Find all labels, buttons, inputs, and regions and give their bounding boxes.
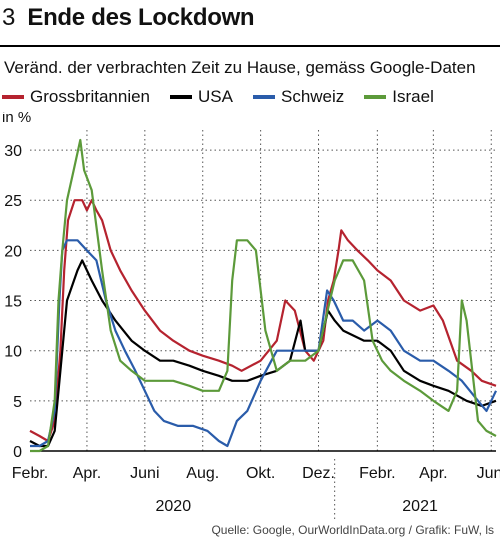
legend-item-schweiz: Schweiz [252, 87, 345, 107]
y-tick-label: 10 [4, 344, 22, 361]
y-tick-label: 25 [4, 193, 22, 210]
x-tick-label: Febr. [12, 465, 48, 482]
y-tick-label: 5 [13, 394, 22, 411]
y-tick-label: 30 [4, 143, 22, 160]
figure-number: 3 [2, 4, 16, 31]
legend-item-israel: Israel [364, 87, 434, 107]
title-row: 3 Ende des Lockdown [0, 4, 255, 40]
legend-label-grossbritannien: Grossbritannien [30, 87, 151, 106]
y-axis-unit-label: in % [2, 112, 31, 126]
y-tick-label: 20 [4, 243, 22, 260]
legend-swatch-israel [364, 95, 387, 99]
legend-item-grossbritannien: Grossbritannien [2, 87, 150, 107]
x-tick-label: Febr. [359, 465, 395, 482]
series-line-schweiz [30, 239, 497, 448]
legend-label-schweiz: Schweiz [280, 87, 345, 106]
x-tick-label: Juni [130, 465, 159, 482]
series-line-grossbritannien [29, 199, 497, 443]
y-tick-label: 15 [4, 294, 22, 311]
x-tick-label: Aug. [186, 465, 219, 482]
legend-swatch-usa [170, 95, 193, 99]
x-tick-label: Apr. [73, 465, 101, 482]
series-line-israel [30, 138, 497, 453]
legend-swatch-grossbritannien [2, 95, 24, 99]
x-tick-label: Okt. [246, 465, 275, 482]
legend: Grossbritannien USA Schweiz Israel [0, 87, 500, 107]
legend-label-israel: Israel [392, 87, 434, 106]
x-tick-label: Apr. [419, 465, 447, 482]
chart-subtitle: Veränd. der verbrachten Zeit zu Hause, g… [4, 58, 476, 77]
title-rule [0, 45, 500, 47]
source-note: Quelle: Google, OurWorldInData.org / Gra… [211, 523, 494, 537]
legend-swatch-schweiz [252, 95, 275, 99]
year-label: 2020 [156, 498, 192, 515]
series-line-usa [29, 259, 497, 448]
y-tick-label: 0 [13, 444, 22, 461]
x-tick-label: Dez. [302, 465, 335, 482]
legend-label-usa: USA [198, 87, 233, 106]
year-label: 2021 [402, 498, 438, 515]
x-tick-label: Juni [477, 465, 500, 482]
chart-title: Ende des Lockdown [27, 4, 255, 31]
line-chart: in % 0 5 10 15 20 25 30 Febr. Apr. Juni Aug. Okt. Dez… [2, 112, 500, 520]
legend-item-usa: USA [170, 87, 233, 107]
